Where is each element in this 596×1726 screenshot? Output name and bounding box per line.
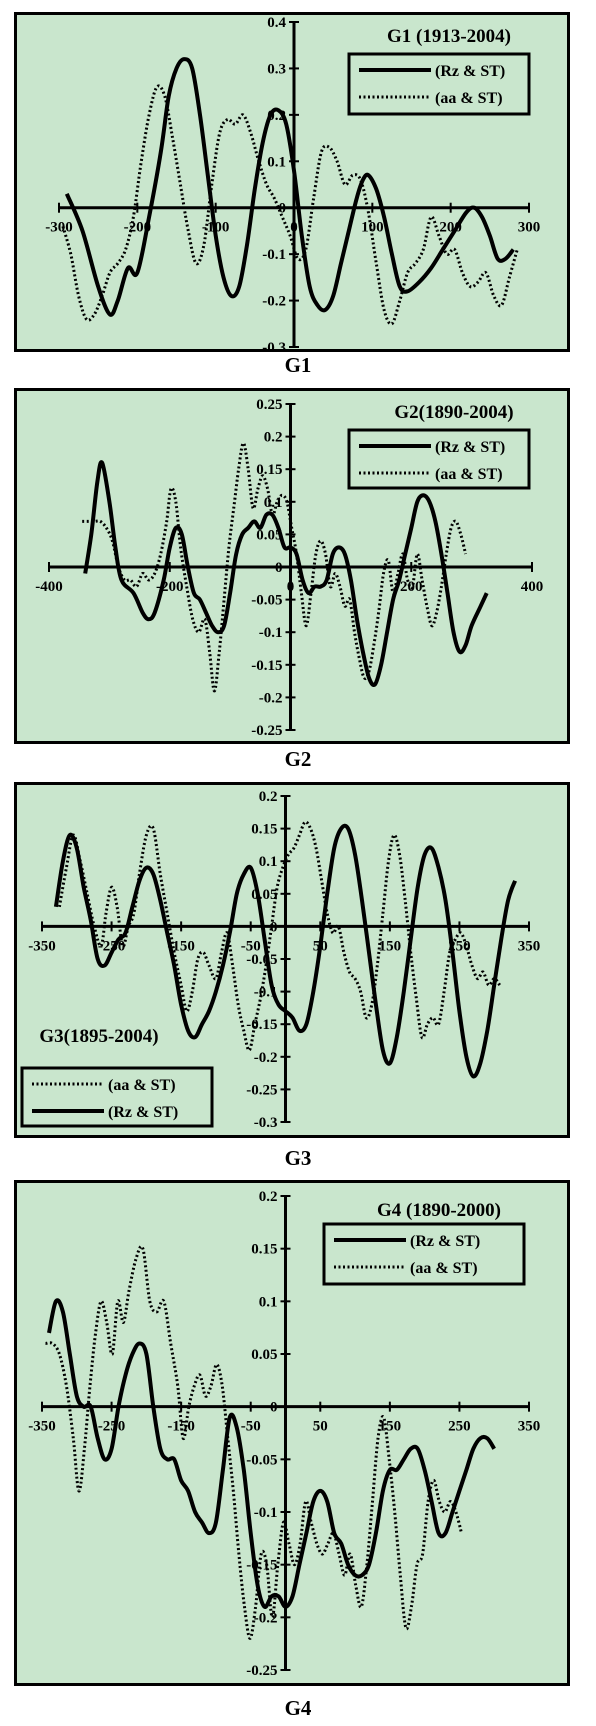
x-tick-label-g1: -300 [45,220,73,236]
chart-caption-g1: G1 [284,353,312,377]
legend-label-g2: (aa & ST) [435,466,503,483]
x-tick-label-g3: -50 [241,938,261,954]
y-tick-label-g4: -0.15 [246,1558,277,1574]
legend-box-g4 [322,1222,526,1286]
y-tick-label-g1: 0 [279,201,287,217]
series-line-g3-dotted [57,820,502,1052]
series-line-g4-dotted [45,1244,463,1640]
series-line-g1-dotted [61,84,519,326]
chart-title-g3: G3(1895-2004) [39,1026,158,1047]
x-tick-label-g2: -400 [35,579,63,595]
y-tick-label-g2: 0.25 [256,397,282,413]
y-tick-label-g4: -0.05 [246,1452,277,1468]
x-tick-label-g3: 150 [379,938,402,954]
chart-panel-g2: -400 -200 0 200 400 -0.25 -0.2 -0.15 -0.1 -0.05 0 0… [14,388,570,744]
y-tick-label-g2: 0 [275,560,283,576]
chart-caption-g2: G2 [284,747,312,771]
legend-box-g3 [20,1066,214,1128]
chart-title-g4: G4 (1890-2000) [377,1200,501,1221]
y-tick-label-g1: 0.3 [267,61,286,77]
series-line-g4-solid [47,1298,496,1609]
legend-box-g1 [347,52,531,116]
x-tick-label-g3: -350 [28,938,56,954]
chart-panel-g3: -350 -250 -150 -50 50 150 250 350 -0.3 -0.25 -0.2-… [14,782,570,1138]
y-tick-label-g3: 0.2 [259,789,278,805]
legend-label-g4: (aa & ST) [410,1260,478,1277]
legend-label-g3: (aa & ST) [108,1077,176,1094]
y-tick-label-g4: 0 [270,1400,278,1416]
chart-panel-g4: -350 -250 -150 -50 50 150 250 350 -0.25 -0.2 -0.15… [14,1180,570,1686]
chart-g3: -350 -250 -150 -50 50 150 250 350-0.3-0.25-0.2-… [14,782,570,1138]
y-tick-label-g4: 0.05 [251,1347,277,1363]
y-tick-label-g4: 0.1 [259,1294,278,1310]
chart-title-g2: G2(1890-2004) [394,402,513,423]
series-line-g2-solid [83,460,489,688]
chart-g1: -300 -200 -100 0 100 200 300-0.3-0.2-0.100.10.… [14,12,570,352]
x-tick-label-g3: 350 [518,938,541,954]
y-tick-label-g3: 0 [270,919,278,935]
x-tick-label-g4: 250 [448,1419,471,1435]
chart-panel-g1: -300 -200 -100 0 100 200 300 -0.3 -0.2 -0.1 0 0.1 0.… [14,12,570,352]
y-tick-label-g2: -0.2 [259,690,283,706]
x-tick-label-g1: 0 [290,220,298,236]
y-tick-label-g1: -0.2 [262,294,286,310]
y-tick-label-g4: 0.15 [251,1242,277,1258]
y-tick-label-g3: -0.25 [246,1082,277,1098]
series-line-g2-dotted [82,441,468,693]
y-tick-label-g4: -0.2 [254,1610,278,1626]
y-tick-label-g2: 0.1 [264,495,283,511]
y-tick-label-g1: 0.4 [267,15,286,31]
chart-g2: -400 -200 0 200 400-0.25-0.2-0.15-0.1-0.0500… [14,388,570,744]
y-tick-label-g3: -0.2 [254,1050,278,1066]
y-tick-label-g1: -0.3 [262,340,286,352]
y-tick-label-g2: -0.1 [259,625,283,641]
y-tick-label-g3: 0.15 [251,822,277,838]
x-tick-label-g1: 100 [361,220,384,236]
x-tick-label-g3: -150 [167,938,195,954]
x-tick-label-g2: 0 [287,579,295,595]
y-tick-label-g2: -0.15 [251,658,282,674]
legend-box-g2 [347,428,531,490]
y-tick-label-g2: 0.15 [256,462,282,478]
chart-caption-g3: G3 [284,1146,312,1170]
chart-caption-g4: G4 [284,1696,312,1720]
legend-label-g1: (Rz & ST) [435,63,505,80]
y-tick-label-g2: 0.05 [256,527,282,543]
legend-label-g3: (Rz & ST) [108,1104,178,1121]
y-tick-label-g1: 0.1 [267,154,286,170]
x-tick-label-g4: -350 [28,1419,56,1435]
y-tick-label-g2: -0.05 [251,593,282,609]
x-tick-label-g4: 350 [518,1419,541,1435]
series-line-g1-solid [64,57,515,317]
y-tick-label-g3: -0.05 [246,952,277,968]
y-tick-label-g3: -0.3 [254,1115,278,1131]
x-tick-label-g4: 150 [379,1419,402,1435]
legend-label-g1: (aa & ST) [435,90,503,107]
y-tick-label-g4: -0.1 [254,1505,278,1521]
x-tick-label-g4: 50 [313,1419,328,1435]
x-tick-label-g4: -250 [98,1419,126,1435]
x-tick-label-g1: 300 [518,220,541,236]
y-tick-label-g4: 0.2 [259,1189,278,1205]
legend-label-g2: (Rz & ST) [435,439,505,456]
series-line-g3-solid [53,823,517,1079]
chart-title-g1: G1 (1913-2004) [387,26,511,47]
y-tick-label-g4: -0.25 [246,1663,277,1679]
y-tick-label-g1: -0.1 [262,247,286,263]
y-tick-label-g3: 0.1 [259,854,278,870]
x-tick-label-g4: -50 [241,1419,261,1435]
chart-g4: -350 -250 -150 -50 50 150 250 350-0.25-0.2-0.15… [14,1180,570,1686]
y-tick-label-g2: -0.25 [251,723,282,739]
x-tick-label-g2: 400 [521,579,544,595]
y-tick-label-g2: 0.2 [264,430,283,446]
y-tick-label-g3: -0.15 [246,1017,277,1033]
legend-label-g4: (Rz & ST) [410,1233,480,1250]
